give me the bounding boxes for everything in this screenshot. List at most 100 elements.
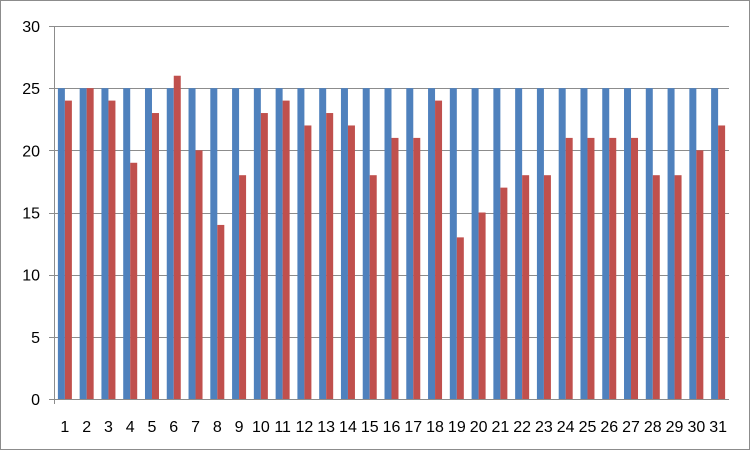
bar-series1-16 — [384, 88, 392, 400]
bar-series2-12 — [304, 125, 312, 399]
x-tick-label: 23 — [535, 419, 553, 436]
x-tick-label: 5 — [148, 419, 157, 436]
bar-series1-9 — [232, 88, 240, 400]
bar-series1-3 — [101, 88, 109, 400]
bar-series2-10 — [260, 113, 268, 400]
x-tick-label: 20 — [470, 419, 488, 436]
bar-series2-13 — [326, 113, 334, 400]
x-tick-label: 28 — [644, 419, 662, 436]
bar-series1-18 — [428, 88, 436, 400]
bar-series2-18 — [435, 100, 443, 399]
bar-series1-5 — [144, 88, 152, 400]
x-tick-label: 21 — [491, 419, 509, 436]
bar-series2-3 — [108, 100, 116, 399]
bar-series2-31 — [718, 125, 726, 399]
bar-series1-2 — [79, 88, 87, 400]
bar-series1-22 — [515, 88, 523, 400]
x-tick-label: 1 — [60, 419, 69, 436]
y-tick-label: 0 — [31, 392, 40, 409]
bars — [57, 75, 726, 400]
x-tick-label: 25 — [579, 419, 597, 436]
bar-series1-11 — [275, 88, 283, 400]
bar-series1-15 — [362, 88, 370, 400]
bar-series2-21 — [500, 187, 508, 399]
bar-series2-2 — [86, 88, 94, 400]
x-tick-label: 9 — [235, 419, 244, 436]
x-tick-label: 30 — [687, 419, 705, 436]
bar-series1-28 — [645, 88, 653, 400]
bar-series2-19 — [456, 237, 464, 399]
x-tick-label: 19 — [448, 419, 466, 436]
bar-series1-1 — [57, 88, 65, 400]
x-tick-label: 7 — [191, 419, 200, 436]
bar-series2-5 — [151, 113, 159, 400]
bar-series1-7 — [188, 88, 196, 400]
bar-series2-29 — [674, 175, 682, 399]
bar-series1-25 — [580, 88, 588, 400]
x-tick-label: 29 — [666, 419, 684, 436]
bar-series2-8 — [217, 224, 225, 399]
bar-series2-28 — [652, 175, 660, 399]
bar-series2-30 — [696, 150, 704, 399]
x-tick-label: 24 — [557, 419, 575, 436]
bar-series1-26 — [602, 88, 610, 400]
bar-series2-22 — [522, 175, 530, 399]
bar-series1-4 — [123, 88, 131, 400]
x-tick-label: 15 — [361, 419, 379, 436]
x-tick-label: 8 — [213, 419, 222, 436]
y-tick-label: 25 — [22, 81, 40, 98]
bar-series1-24 — [558, 88, 566, 400]
x-tick-label: 11 — [274, 419, 291, 436]
y-tick-label: 15 — [22, 206, 40, 223]
bar-series2-6 — [173, 75, 181, 399]
y-tick-label: 20 — [22, 143, 40, 160]
bar-series1-29 — [667, 88, 675, 400]
bar-series2-11 — [282, 100, 290, 399]
bar-series2-7 — [195, 150, 203, 399]
bar-series1-30 — [689, 88, 697, 400]
x-tick-label: 31 — [709, 419, 727, 436]
x-tick-label: 26 — [600, 419, 618, 436]
x-tick-label: 14 — [339, 419, 357, 436]
y-tick-label: 10 — [22, 268, 40, 285]
bar-series2-20 — [478, 212, 486, 399]
bar-series1-8 — [210, 88, 218, 400]
bar-series2-25 — [587, 137, 595, 399]
bar-series1-17 — [406, 88, 414, 400]
bar-series1-6 — [166, 88, 174, 400]
x-tick-label: 6 — [169, 419, 178, 436]
y-tick-label: 30 — [22, 19, 40, 36]
axes — [49, 26, 729, 404]
bar-series1-14 — [340, 88, 348, 400]
bar-series2-24 — [565, 137, 573, 399]
bar-series1-10 — [253, 88, 261, 400]
bar-series1-31 — [711, 88, 719, 400]
bar-series1-12 — [297, 88, 305, 400]
bar-series2-1 — [64, 100, 72, 399]
bar-series1-13 — [319, 88, 327, 400]
x-tick-label: 12 — [296, 419, 314, 436]
bar-series1-27 — [624, 88, 632, 400]
bar-series2-15 — [369, 175, 377, 399]
bar-series1-19 — [449, 88, 457, 400]
x-tick-label: 27 — [622, 419, 640, 436]
bar-series2-9 — [239, 175, 247, 399]
x-tick-label: 10 — [252, 419, 270, 436]
bar-series1-21 — [493, 88, 501, 400]
x-tick-label: 22 — [513, 419, 531, 436]
x-tick-label: 16 — [383, 419, 401, 436]
x-tick-label: 17 — [404, 419, 422, 436]
x-tick-label: 4 — [126, 419, 135, 436]
bar-series2-23 — [543, 175, 551, 399]
bar-series2-27 — [631, 137, 639, 399]
bar-series2-17 — [413, 137, 421, 399]
bar-series2-14 — [347, 125, 355, 399]
bar-series1-23 — [536, 88, 544, 400]
y-tick-label: 5 — [31, 330, 40, 347]
x-tick-label: 2 — [82, 419, 91, 436]
x-tick-label: 13 — [317, 419, 335, 436]
bar-series1-20 — [471, 88, 479, 400]
bar-series2-26 — [609, 137, 617, 399]
